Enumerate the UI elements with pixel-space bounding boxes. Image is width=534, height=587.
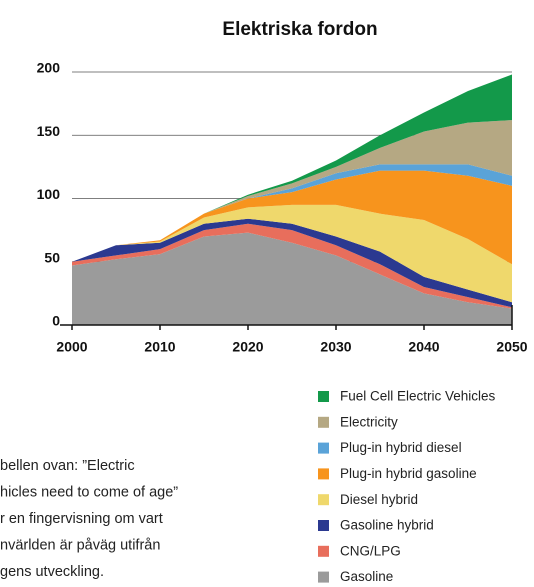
legend-swatch [318, 416, 329, 428]
y-tick-label: 200 [37, 60, 61, 76]
paragraph-line: gens utveckling. [0, 564, 104, 580]
x-tick-label: 2020 [232, 339, 263, 355]
y-tick-label: 0 [52, 313, 60, 329]
area [72, 170, 512, 265]
paragraph-line: hicles need to come of age” [0, 484, 178, 500]
legend-swatch [318, 442, 329, 454]
legend-label: Diesel hybrid [340, 492, 418, 507]
area [72, 164, 512, 262]
chart-title: Elektriska fordon [222, 19, 377, 40]
y-tick-label: 50 [44, 249, 60, 265]
x-tick-label: 2010 [144, 339, 175, 355]
x-tick-label: 2040 [408, 339, 439, 355]
legend-label: Gasoline hybrid [340, 518, 434, 533]
area [72, 223, 512, 309]
legend-swatch [318, 468, 329, 480]
legend-swatch [318, 391, 329, 402]
paragraph-line: nvärlden är påväg utifrån [0, 537, 160, 553]
legend-swatch [318, 520, 329, 531]
x-tick-label: 2050 [496, 339, 527, 355]
legend-label: Electricity [340, 414, 398, 429]
area [72, 232, 512, 325]
area [72, 204, 512, 303]
legend-swatch [318, 545, 329, 557]
area [72, 120, 512, 262]
paragraph-line: bellen ovan: ”Electric [0, 458, 135, 474]
legend-swatch [318, 571, 329, 583]
y-tick-label: 150 [37, 123, 61, 139]
legend-label: CNG/LPG [340, 543, 401, 558]
legend-label: Fuel Cell Electric Vehicles [340, 389, 496, 404]
legend-label: Plug-in hybrid gasoline [340, 466, 477, 481]
x-tick-label: 2000 [56, 339, 87, 355]
paragraph-line: r en fingervisning om vart [0, 511, 163, 527]
legend-label: Gasoline [340, 569, 393, 584]
area [72, 74, 512, 262]
legend-label: Plug-in hybrid diesel [340, 440, 462, 455]
x-tick-label: 2030 [320, 339, 351, 355]
legend-swatch [318, 494, 329, 506]
y-tick-label: 100 [37, 186, 61, 202]
